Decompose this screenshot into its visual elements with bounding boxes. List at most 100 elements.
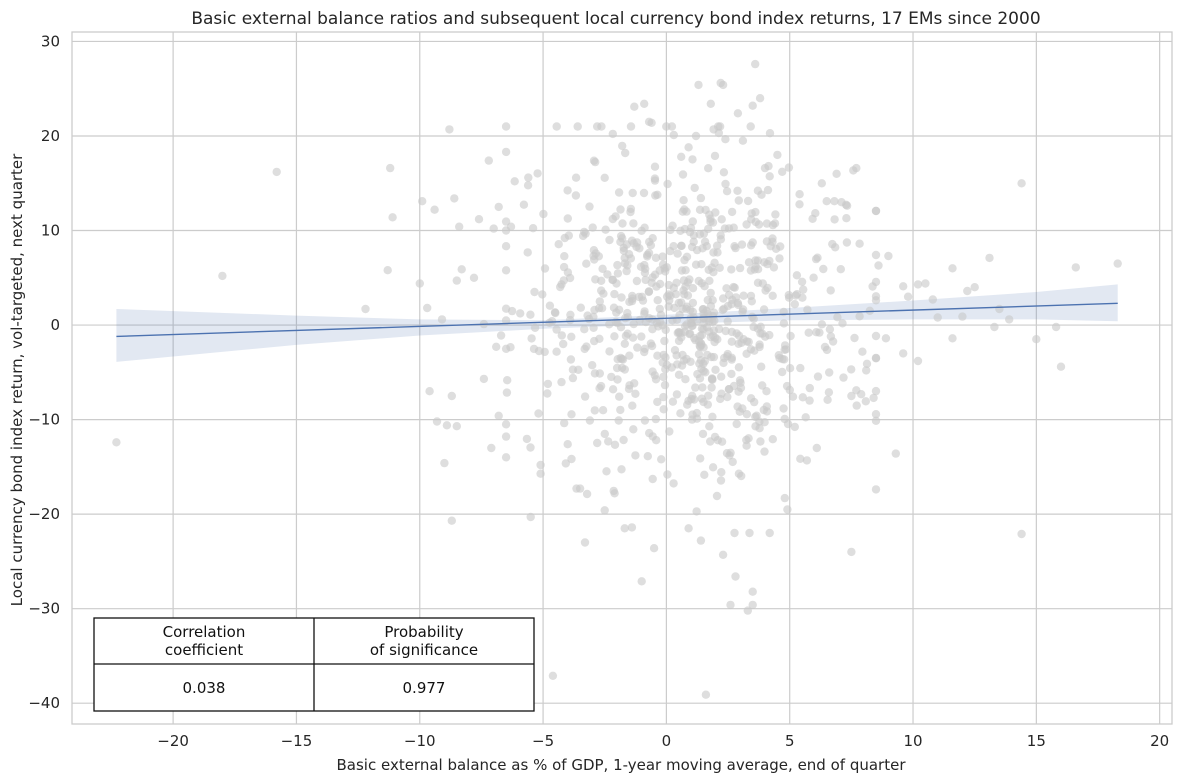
data-point [744,337,753,347]
data-point [526,443,535,452]
data-point [832,169,841,178]
data-point [618,141,627,151]
data-point [610,332,619,341]
data-point [540,264,550,273]
data-point [660,380,670,390]
data-point [447,391,456,401]
data-point [751,207,760,217]
data-point [624,384,634,394]
data-point [681,282,690,291]
data-point [668,397,678,406]
data-point [817,179,826,188]
data-point [723,349,732,359]
data-point [647,278,656,287]
x-axis-label: Basic external balance as % of GDP, 1-ye… [337,756,907,774]
data-point [611,317,621,327]
data-point [589,323,598,332]
data-point [731,243,740,253]
data-point [627,523,637,532]
y-tick-label: 30 [41,32,60,50]
data-point [778,367,787,377]
data-point [733,109,743,118]
data-point [743,606,752,615]
data-point [747,297,756,306]
data-point [757,362,766,371]
data-point [730,528,739,538]
data-point [822,197,831,206]
data-point [608,275,618,284]
data-point [522,434,532,444]
data-point [593,122,602,131]
data-point [716,476,726,485]
data-point [702,306,711,315]
data-point [623,261,632,270]
data-point [494,202,503,212]
data-point [653,351,662,360]
data-point [501,432,511,441]
data-point [737,338,746,347]
data-point [703,350,712,360]
x-tick-label: 0 [662,732,672,750]
data-point [683,400,692,409]
data-point [645,428,654,438]
data-point [632,276,642,286]
data-point [723,317,732,326]
tick-labels: −20 −15 −10 −5 0 5 10 15 20 −40 −30 −20 −10 0 10 20 30 [28,32,1169,750]
data-point [545,301,555,310]
data-point [423,303,432,313]
data-point [734,331,744,340]
data-point [635,315,644,325]
data-point [659,392,668,402]
data-point [590,406,599,415]
data-point [687,321,697,330]
data-point [582,259,591,268]
data-point [665,246,675,256]
data-point [656,310,666,319]
y-tick-label: −10 [28,411,60,429]
data-point [559,262,569,272]
data-point [709,352,719,362]
data-point [762,402,771,411]
data-point [805,396,814,405]
plot-frame [71,31,1173,725]
data-point [585,416,595,425]
data-point [593,438,602,448]
data-point [519,200,529,209]
data-point [756,329,765,338]
data-point [688,217,697,226]
data-point [948,264,957,273]
data-point [628,294,637,303]
data-point [830,215,839,224]
data-point [648,474,657,484]
chart-title: Basic external balance ratios and subseq… [191,9,1040,29]
data-point [842,238,852,247]
data-point [865,306,874,315]
data-point [680,255,689,265]
data-point [657,455,666,464]
data-point [527,334,536,343]
data-point [871,416,881,425]
data-point [447,516,456,525]
data-point [784,163,794,172]
data-point [539,209,548,219]
data-point [529,344,539,354]
data-point [112,438,121,447]
data-point [696,356,706,365]
data-point [469,273,479,282]
data-point [699,325,708,334]
stats-table-header: Correlation coefficient [163,623,246,659]
data-point [629,425,638,434]
data-point [631,389,640,398]
data-point [561,459,570,468]
data-point [580,538,590,547]
data-point [675,328,684,337]
data-point [580,392,590,401]
data-point [530,287,539,297]
data-point [620,339,629,348]
data-point [437,315,447,324]
data-point [652,318,661,328]
data-point [963,286,972,296]
data-point [594,304,604,313]
data-point [709,268,718,277]
data-point [673,249,682,258]
